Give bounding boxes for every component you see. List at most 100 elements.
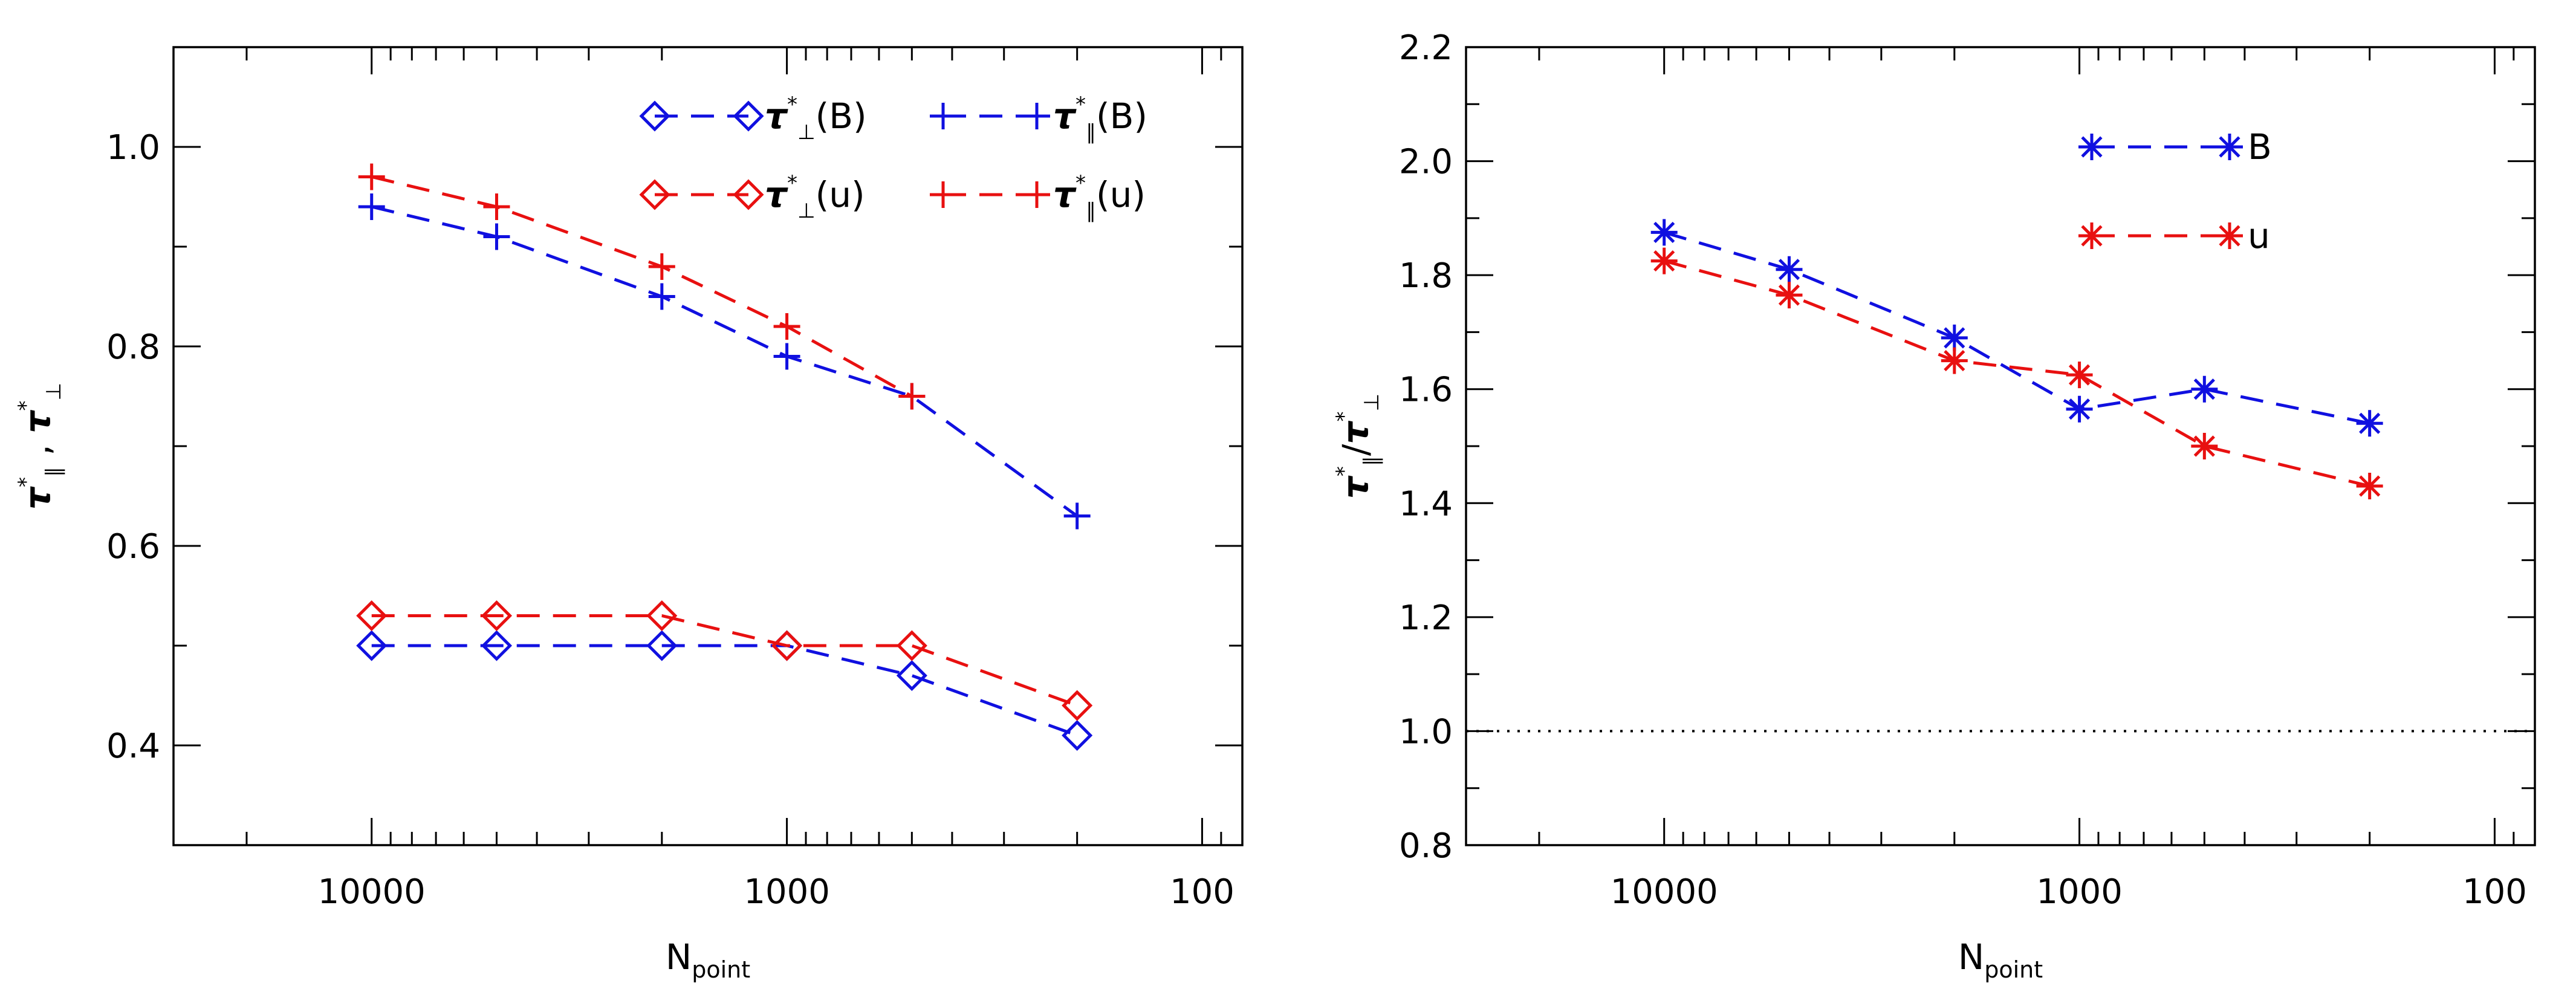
- legend-label-star: *: [787, 92, 797, 117]
- legend-label-arg: (u): [816, 174, 865, 215]
- x-axis-title-base: N: [1958, 936, 1984, 978]
- series-ratio_u: [1650, 247, 2383, 499]
- y-axis-title-star: *: [1332, 412, 1356, 422]
- legend-label-arg: (u): [1096, 174, 1146, 215]
- y-axis-title-tau: τ: [1335, 475, 1376, 499]
- data-point-tau_par_B: [358, 193, 385, 220]
- x-axis-title-sub: point: [1984, 956, 2043, 983]
- series-line-tau_par_B: [371, 205, 1079, 517]
- y-axis-title-par: ∥: [42, 467, 66, 477]
- y-tick-label: 1.0: [1399, 712, 1453, 751]
- data-point-tau_perp_B: [481, 630, 513, 661]
- legend-marker: [639, 100, 670, 132]
- data-point-tau_par_u: [773, 313, 800, 340]
- data-point-tau_par_B: [1063, 502, 1091, 530]
- data-point-tau_perp_u: [481, 600, 513, 632]
- x-axis-title: Npoint: [666, 936, 750, 983]
- legend-label-sym: ⊥: [797, 199, 816, 223]
- data-point-ratio_u: [1650, 247, 1678, 274]
- y-axis-title-star: *: [14, 401, 38, 411]
- legend-entry-tau_perp_B: τ*⊥(B): [639, 92, 867, 144]
- legend-marker: [733, 100, 764, 132]
- data-point-tau_perp_u: [646, 600, 678, 632]
- data-point-ratio_u: [1776, 282, 1803, 309]
- series-tau_par_B: [358, 193, 1091, 530]
- legend-label-tau: τ: [1053, 174, 1077, 215]
- legend-marker: [930, 181, 956, 208]
- legend-label-star: *: [1075, 171, 1086, 195]
- y-axis-title-sep: ,: [17, 433, 58, 467]
- legend-marker: [1024, 103, 1050, 129]
- data-point-tau_perp_B: [646, 630, 678, 661]
- y-axis-title: τ*∥ , τ*⊥: [14, 383, 66, 510]
- legend-label-star: *: [787, 171, 797, 195]
- y-tick-label: 0.8: [1399, 826, 1453, 866]
- y-tick-label: 1.6: [1399, 371, 1453, 410]
- legend-marker: [930, 103, 956, 129]
- legend-marker: [2216, 222, 2243, 249]
- data-point-ratio_B: [1941, 324, 1968, 351]
- series-line-ratio_u: [1664, 259, 2370, 488]
- data-point-ratio_B: [1650, 219, 1678, 246]
- legend-label: τ*⊥(B): [765, 92, 867, 144]
- y-axis-title-slash: /: [1335, 444, 1376, 456]
- legend-label-tau: τ: [1053, 96, 1077, 137]
- data-point-tau_perp_B: [896, 660, 927, 692]
- y-tick-label: 0.4: [106, 727, 160, 766]
- data-point-tau_perp_u: [771, 630, 803, 661]
- legend-label: B: [2248, 126, 2272, 167]
- data-point-tau_perp_B: [356, 630, 388, 661]
- legend-entry-ratio_u: u: [2078, 215, 2270, 256]
- legend-marker: [2216, 134, 2243, 160]
- legend-marker: [639, 179, 670, 210]
- legend-label: u: [2248, 215, 2270, 256]
- y-axis-title-perp: ⊥: [1360, 394, 1384, 412]
- data-point-tau_perp_u: [1062, 690, 1093, 721]
- y-tick-label: 1.4: [1399, 484, 1453, 524]
- y-axis-title-par: ∥: [1360, 456, 1384, 466]
- legend-label: τ*∥(u): [1053, 171, 1146, 223]
- legend-label: τ*⊥(u): [765, 171, 865, 223]
- x-tick-label: 100: [2462, 872, 2527, 912]
- legend-label: τ*∥(B): [1053, 92, 1147, 144]
- legend-entry-ratio_B: B: [2078, 126, 2272, 167]
- legend-label-arg: (B): [816, 96, 867, 137]
- x-tick-label: 100: [1170, 872, 1234, 912]
- data-point-ratio_B: [2066, 395, 2093, 423]
- y-tick-label: 1.0: [106, 128, 160, 167]
- data-point-tau_par_u: [898, 383, 926, 410]
- legend-marker: [2078, 134, 2105, 160]
- y-tick-label: 2.2: [1399, 28, 1453, 68]
- x-tick-label: 10000: [1611, 872, 1718, 912]
- legend-label-arg: (B): [1096, 96, 1147, 137]
- legend-marker: [733, 179, 764, 210]
- x-axis-title-sub: point: [692, 956, 750, 983]
- x-axis-title-base: N: [666, 936, 692, 978]
- y-axis-title-star: *: [1332, 466, 1356, 476]
- legend-label-tau: τ: [765, 96, 788, 137]
- y-tick-label: 0.8: [106, 328, 160, 367]
- legend-label-sym: ⊥: [797, 120, 816, 144]
- legend-entry-tau_par_B: τ*∥(B): [930, 92, 1147, 144]
- right-panel-tau-ratio: 10000 1000 100 0.8 1.0 1.2 1.4 1.6 1.8 2.0 2.2 Npoi…: [1332, 28, 2536, 983]
- y-axis-title-tau: τ: [17, 486, 58, 510]
- y-axis-title-tau: τ: [17, 410, 58, 433]
- series-tau_par_u: [358, 163, 926, 410]
- data-point-ratio_u: [2356, 473, 2383, 499]
- data-point-ratio_u: [2066, 362, 2093, 389]
- legend-label-sym: ∥: [1086, 120, 1096, 144]
- data-point-tau_par_u: [648, 253, 675, 280]
- y-tick-label: 1.8: [1399, 256, 1453, 296]
- series-tau_perp_u: [356, 600, 1093, 721]
- data-point-ratio_B: [2191, 375, 2218, 403]
- data-point-tau_par_u: [358, 163, 385, 190]
- legend-label-tau: τ: [765, 174, 788, 215]
- legend-label-sym: ∥: [1086, 199, 1096, 223]
- legend-entry-tau_perp_u: τ*⊥(u): [639, 171, 865, 223]
- legend-label-star: *: [1075, 92, 1086, 117]
- x-axis-title: Npoint: [1958, 936, 2043, 983]
- y-axis-title-tau: τ: [1335, 421, 1376, 444]
- legend-marker: [2078, 222, 2105, 249]
